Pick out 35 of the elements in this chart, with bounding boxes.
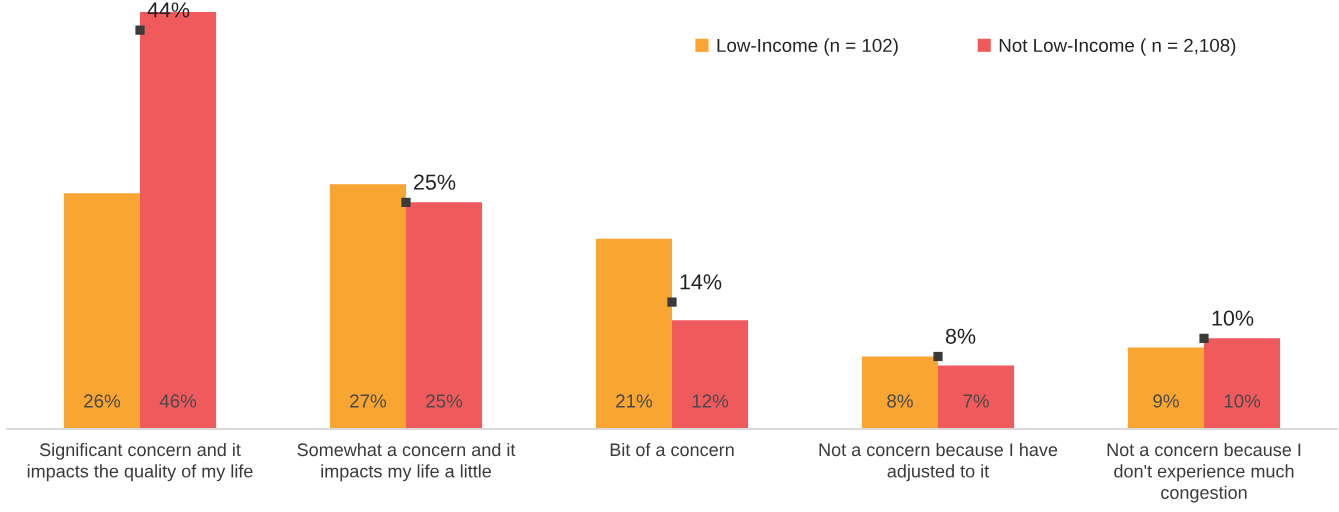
point <box>933 351 943 362</box>
data-label: 25% <box>414 174 456 190</box>
bar <box>595 238 672 429</box>
point <box>667 297 677 307</box>
bar <box>1127 347 1204 429</box>
legend-label: Not Low-Income ( n = 2,108) <box>999 38 1236 56</box>
data-label: 12% <box>692 394 729 408</box>
data-label: 7% <box>963 394 989 408</box>
data-label: 8% <box>887 394 913 408</box>
data-label: 9% <box>1153 394 1179 408</box>
data-label: 26% <box>84 394 121 408</box>
point <box>1199 333 1209 343</box>
data-label: 10% <box>1224 394 1261 408</box>
bar <box>329 184 406 429</box>
x-tick-label: Not a concern because I have adjusted to it <box>819 442 1058 482</box>
point <box>135 25 145 35</box>
data-label: 14% <box>680 274 722 290</box>
bar <box>406 202 483 429</box>
bar <box>861 356 938 429</box>
x-tick-label: Somewhat a concern and it impacts my life a little <box>297 442 516 482</box>
data-label: 46% <box>159 394 197 408</box>
x-tick-label: Not a concern because I don't experience much congestion <box>1107 442 1301 503</box>
data-label: 21% <box>616 394 653 408</box>
x-tick-label: Bit of a concern <box>610 442 734 457</box>
bar <box>1204 338 1281 429</box>
data-label: 10% <box>1212 310 1254 326</box>
data-label: 25% <box>426 394 463 408</box>
bar <box>672 320 749 429</box>
data-label: 27% <box>350 394 387 408</box>
legend-label: Low-Income (n = 102) <box>717 38 898 56</box>
bar <box>63 193 140 429</box>
data-label: 8% <box>945 328 976 344</box>
bar <box>938 365 1015 429</box>
point <box>401 197 411 207</box>
x-tick-label: Significant concern and it impacts the quality of my life <box>27 442 253 482</box>
